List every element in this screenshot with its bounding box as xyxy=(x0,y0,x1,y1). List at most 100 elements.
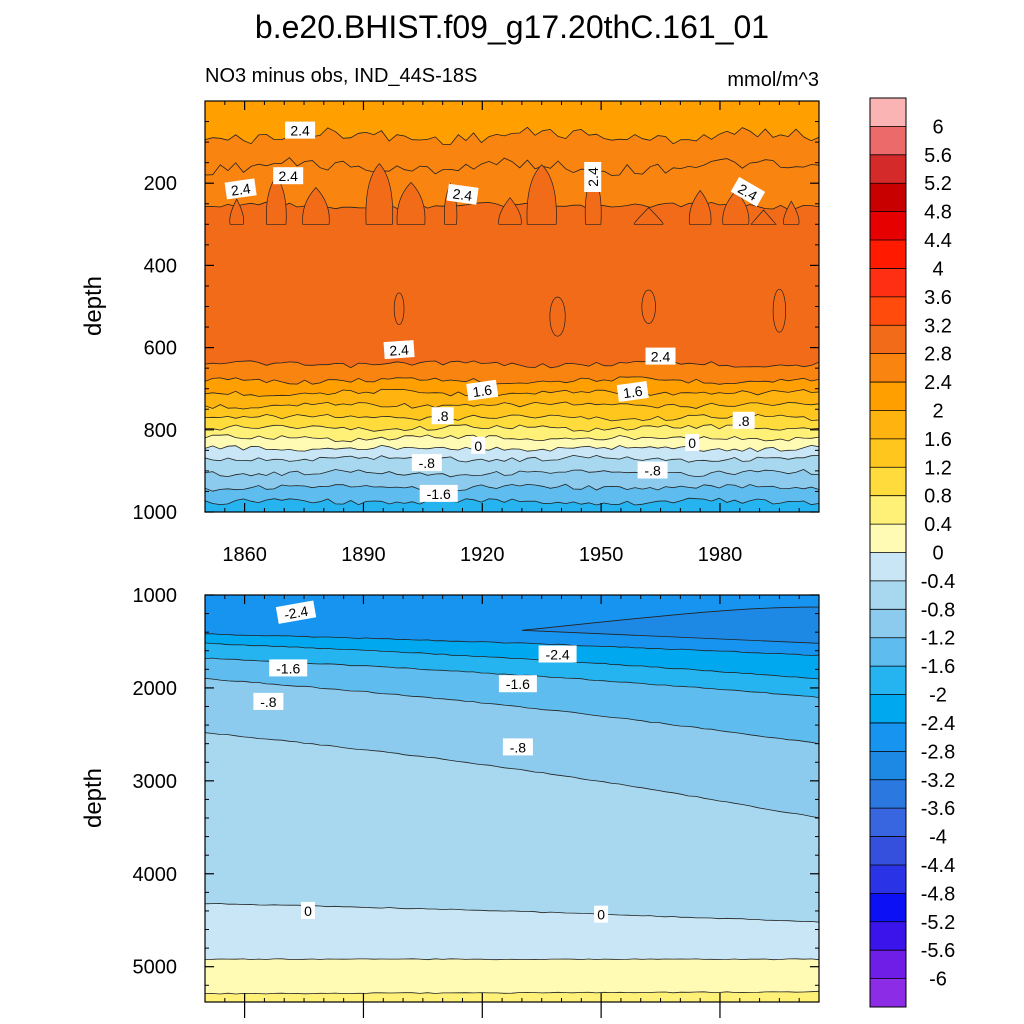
colorbar-label: 1.2 xyxy=(924,457,952,479)
colorbar-box xyxy=(870,808,906,837)
upper-contour-fills xyxy=(205,101,819,512)
colorbar-box xyxy=(870,467,906,496)
contour-label-text: -2.4 xyxy=(546,647,570,663)
colorbar-label: -5.6 xyxy=(921,940,955,962)
upper-x-tick-label: 1950 xyxy=(579,544,624,566)
upper-contour-line xyxy=(205,401,819,410)
colorbar-box xyxy=(870,609,906,639)
contour-label-bg xyxy=(685,434,700,451)
colorbar-label: -4.4 xyxy=(921,855,955,877)
contour-label-bg xyxy=(594,905,609,923)
colorbar-label: 5.2 xyxy=(924,173,952,195)
panel-units: mmol/m^3 xyxy=(727,69,819,91)
contour-label-text: 0 xyxy=(304,903,312,919)
colorbar-label: -4.8 xyxy=(921,883,955,905)
upper-contour-line xyxy=(205,434,819,443)
contour-label-text: -.8 xyxy=(419,455,436,471)
upper-y-tick-label: 800 xyxy=(144,420,177,442)
lower-contour-line xyxy=(205,732,819,819)
colorbar-frame xyxy=(869,97,907,1008)
contour-label-text: .8 xyxy=(738,413,750,429)
contour-label-text: 2.4 xyxy=(389,341,410,358)
colorbar-box xyxy=(870,183,906,212)
upper-plume xyxy=(688,189,712,225)
upper-contour-label: 2.4 xyxy=(645,347,676,365)
colorbar-box xyxy=(870,154,906,184)
upper-contour-line xyxy=(205,360,819,369)
contour-label-bg xyxy=(645,347,676,365)
upper-y-tick-label: 200 xyxy=(144,173,177,195)
colorbar-box xyxy=(870,779,906,809)
upper-x-tick-label: 1890 xyxy=(341,544,386,566)
contour-label-text: .8 xyxy=(437,408,449,424)
lower-y-tick-label: 5000 xyxy=(133,957,178,979)
upper-x-tick-label: 1860 xyxy=(222,544,267,566)
lower-panel: -2.4 -2.4 -1.6 -1.6 -.8 -.8 0 0 1000 2000 3000 400… xyxy=(80,585,820,1018)
upper-contour-label: 2.4 xyxy=(285,121,316,139)
contour-label-bg xyxy=(301,901,315,919)
colorbar-label: 0.8 xyxy=(924,486,952,508)
colorbar-box xyxy=(870,438,906,468)
colorbar-label: 4.8 xyxy=(924,202,952,224)
lower-contour-fills xyxy=(205,595,819,1002)
upper-contour-label: -.8 xyxy=(411,454,442,472)
contour-label-bg xyxy=(383,340,415,360)
lower-contour-label: -2.4 xyxy=(538,645,577,663)
colorbar-box xyxy=(870,495,906,525)
colorbar-box xyxy=(870,836,906,866)
contour-label-bg xyxy=(584,162,602,192)
contour-label-text: 2.4 xyxy=(585,167,601,187)
colorbar-box xyxy=(870,410,906,440)
lower-contour-label: -1.6 xyxy=(498,675,537,693)
lower-contour-line xyxy=(205,990,819,995)
contour-label-text: 2.4 xyxy=(230,180,252,199)
contour-label-bg xyxy=(446,183,479,205)
colorbar-label: -1.6 xyxy=(921,656,955,678)
upper-pocket xyxy=(393,292,405,325)
colorbar-label: -3.6 xyxy=(921,798,955,820)
upper-contour-label: -.8 xyxy=(637,461,668,479)
upper-contour-label: 0 xyxy=(685,434,700,451)
contour-label-text: 2.4 xyxy=(290,123,310,139)
upper-contour-line xyxy=(205,376,819,385)
contour-label-text: 1.6 xyxy=(622,383,644,402)
colorbar-label: -2.8 xyxy=(921,741,955,763)
contour-label-text: -.8 xyxy=(510,739,527,755)
colorbar-box xyxy=(870,524,906,553)
upper-contour-label: 1.6 xyxy=(616,380,649,403)
upper-plume xyxy=(365,163,394,225)
colorbar-box xyxy=(870,694,906,724)
colorbar-label: 3.2 xyxy=(924,315,952,337)
lower-contour-label: -1.6 xyxy=(269,659,308,677)
upper-contour-label: 2.4 xyxy=(446,183,479,205)
upper-contour-line xyxy=(205,413,819,422)
contour-label-bg xyxy=(730,176,766,207)
upper-band xyxy=(205,498,819,512)
contour-label-text: 0 xyxy=(474,438,482,454)
upper-x-tick-label: 1920 xyxy=(460,544,505,566)
colorbar-label: 2 xyxy=(932,401,943,423)
colorbar-box xyxy=(870,296,906,326)
upper-plume xyxy=(526,164,557,225)
lower-contour-line xyxy=(205,633,819,656)
upper-contour-label: 2.4 xyxy=(224,178,257,200)
colorbar-label: 0.4 xyxy=(924,514,952,536)
lower-contour-label: 0 xyxy=(594,905,609,923)
contour-label-bg xyxy=(253,692,284,710)
upper-plume xyxy=(396,181,426,225)
contour-label-bg xyxy=(471,436,486,454)
lower-contour-label: -.8 xyxy=(253,692,284,710)
contour-label-bg xyxy=(419,484,458,502)
colorbar-box xyxy=(870,864,906,894)
lower-contour-label: -.8 xyxy=(502,738,533,756)
contour-label-text: -.8 xyxy=(644,463,661,479)
colorbar-label: 1.6 xyxy=(924,429,952,451)
upper-plume xyxy=(783,200,800,225)
upper-y-tick-label: 1000 xyxy=(133,502,178,524)
lower-y-tick-label: 2000 xyxy=(133,678,178,700)
upper-contour-line xyxy=(205,497,819,506)
colorbar-box xyxy=(870,98,906,127)
colorbar-box xyxy=(870,126,906,156)
colorbar-label: -3.2 xyxy=(921,770,955,792)
colorbar-box xyxy=(870,580,906,610)
